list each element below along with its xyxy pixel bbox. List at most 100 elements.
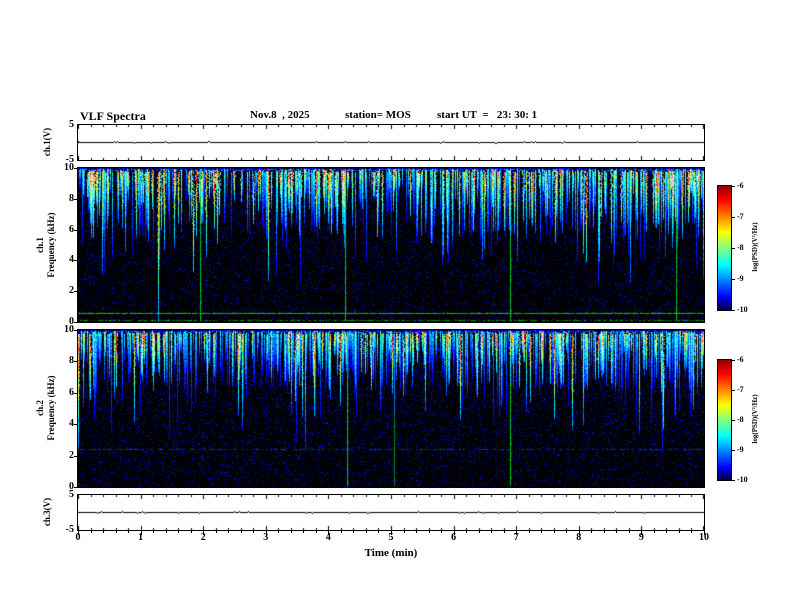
tick-mark [554,531,555,533]
colorbar-tick-label: -10 [737,305,748,314]
colorbar-tick-label: -7 [737,385,744,394]
tick-mark [74,393,78,394]
tick-mark [303,531,304,533]
tick-mark [732,450,735,451]
tick-mark [116,531,117,533]
tick-mark [74,487,78,488]
colorbar-tick-label: -9 [737,274,744,283]
colorbar-tick-label: -9 [737,445,744,454]
tick-mark [654,531,655,533]
tick-mark [74,291,78,292]
time-tick-label: 10 [699,532,709,543]
ch2-channel-label: ch.2 [35,400,45,416]
tick-mark [291,531,292,533]
colorbar-tick-label: -6 [737,181,744,190]
tick-mark [328,531,329,535]
colorbar-ch1-axis-label: log(PSD)(V²/Hz) [751,222,759,272]
tick-mark [128,531,129,533]
freq-tick-label: 6 [69,224,74,235]
tick-mark [732,217,735,218]
tick-mark [604,531,605,533]
tick-mark [479,531,480,533]
tick-mark [166,531,167,533]
tick-mark [732,279,735,280]
tick-mark [216,531,217,533]
tick-mark [353,531,354,533]
freq-tick-label: 10 [64,162,74,173]
tick-mark [74,230,78,231]
tick-mark [74,330,78,331]
freq-tick-label: 0 [69,481,74,492]
figure-date: Nov.8 , 2025 [250,109,310,121]
tick-mark [704,531,705,535]
tick-mark [316,531,317,533]
tick-mark [504,531,505,533]
freq-tick-label: 8 [69,355,74,366]
tick-mark [153,531,154,533]
freq-tick-label: 4 [69,418,74,429]
ch1-frequency-axis-label: Frequency (kHz) [46,212,56,278]
ch1-waveform-panel [77,124,705,161]
tick-mark [266,531,267,535]
freq-tick-label: 6 [69,387,74,398]
tick-mark [203,531,204,535]
tick-mark [141,531,142,535]
tick-mark [691,531,692,533]
tick-mark [74,322,78,323]
figure-station: station= MOS [345,109,411,121]
figure-start-ut: start UT = 23: 30: 1 [437,109,538,121]
tick-mark [416,531,417,533]
ch2-spectrogram-panel [77,329,705,488]
tick-mark [378,531,379,533]
tick-mark [679,531,680,533]
colorbar-tick-label: -8 [737,415,744,424]
freq-tick-label: 10 [64,324,74,335]
colorbar-ch2-canvas [718,360,731,480]
tick-mark [641,531,642,535]
time-tick-label: 1 [138,532,144,543]
freq-tick-label: 0 [69,316,74,327]
tick-mark [579,531,580,535]
tick-mark [629,531,630,533]
colorbar-ch1-canvas [718,186,731,310]
ch2-spectrogram-canvas [78,330,704,487]
tick-mark [278,531,279,533]
tick-mark [91,531,92,533]
time-tick-label: 5 [388,532,394,543]
voltage-tick-label: 5 [69,119,74,130]
tick-mark [529,531,530,533]
time-tick-label: 0 [75,532,81,543]
tick-mark [732,480,735,481]
ch2-frequency-axis-label: Frequency (kHz) [46,375,56,441]
colorbar-tick-label: -8 [737,243,744,252]
colorbar-ch2-panel [717,359,732,481]
tick-mark [666,531,667,533]
colorbar-ch1-panel [717,185,732,311]
voltage-tick-label: 5 [69,489,74,500]
tick-mark [441,531,442,533]
tick-mark [454,531,455,535]
colorbar-tick-label: -7 [737,212,744,221]
freq-tick-label: 2 [69,450,74,461]
freq-tick-label: 8 [69,193,74,204]
time-axis-label: Time (min) [364,547,418,559]
ch3-waveform-panel [77,494,705,531]
ch3-waveform-canvas [78,495,704,530]
tick-mark [491,531,492,533]
tick-mark [732,186,735,187]
tick-mark [228,531,229,533]
tick-mark [466,531,467,533]
tick-mark [78,531,79,535]
tick-mark [191,531,192,533]
colorbar-tick-label: -10 [737,475,748,484]
tick-mark [429,531,430,533]
tick-mark [74,456,78,457]
ch1-spectrogram-canvas [78,168,704,322]
tick-mark [74,260,78,261]
tick-mark [366,531,367,533]
tick-mark [74,361,78,362]
freq-tick-label: 2 [69,285,74,296]
time-tick-label: 9 [638,532,644,543]
tick-mark [566,531,567,533]
